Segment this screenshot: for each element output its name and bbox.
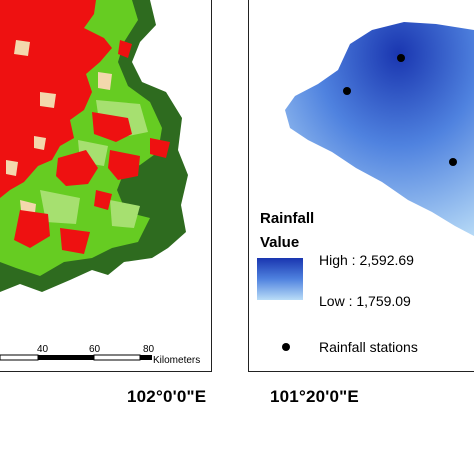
bare-land-patches-inner	[6, 40, 56, 176]
rainfall-map	[285, 22, 474, 236]
legend-high-label: High : 2,592.69	[319, 252, 414, 268]
scale-tick-40: 40	[37, 344, 49, 355]
rainfall-station-point	[343, 87, 351, 95]
scale-tick-80: 80	[143, 344, 155, 355]
rainfall-station-point	[449, 158, 457, 166]
legend-stations-label: Rainfall stations	[319, 339, 418, 355]
rainfall-surface	[285, 22, 474, 236]
scale-tick-60: 60	[89, 344, 101, 355]
scale-unit: Kilometers	[153, 355, 201, 366]
land-use-map	[0, 0, 188, 361]
legend-title-rainfall: Rainfall	[260, 210, 315, 227]
rainfall-stations	[343, 54, 457, 166]
station-marker-icon	[282, 343, 290, 351]
longitude-label-right: 101°20'0"E	[270, 387, 359, 406]
legend-low-label: Low : 1,759.09	[319, 293, 411, 309]
legend-title-value: Value	[260, 234, 300, 251]
scale-bar	[0, 354, 152, 361]
longitude-label-left: 102°0'0"E	[127, 387, 207, 406]
rainfall-station-point	[397, 54, 405, 62]
legend-color-ramp	[257, 258, 303, 300]
